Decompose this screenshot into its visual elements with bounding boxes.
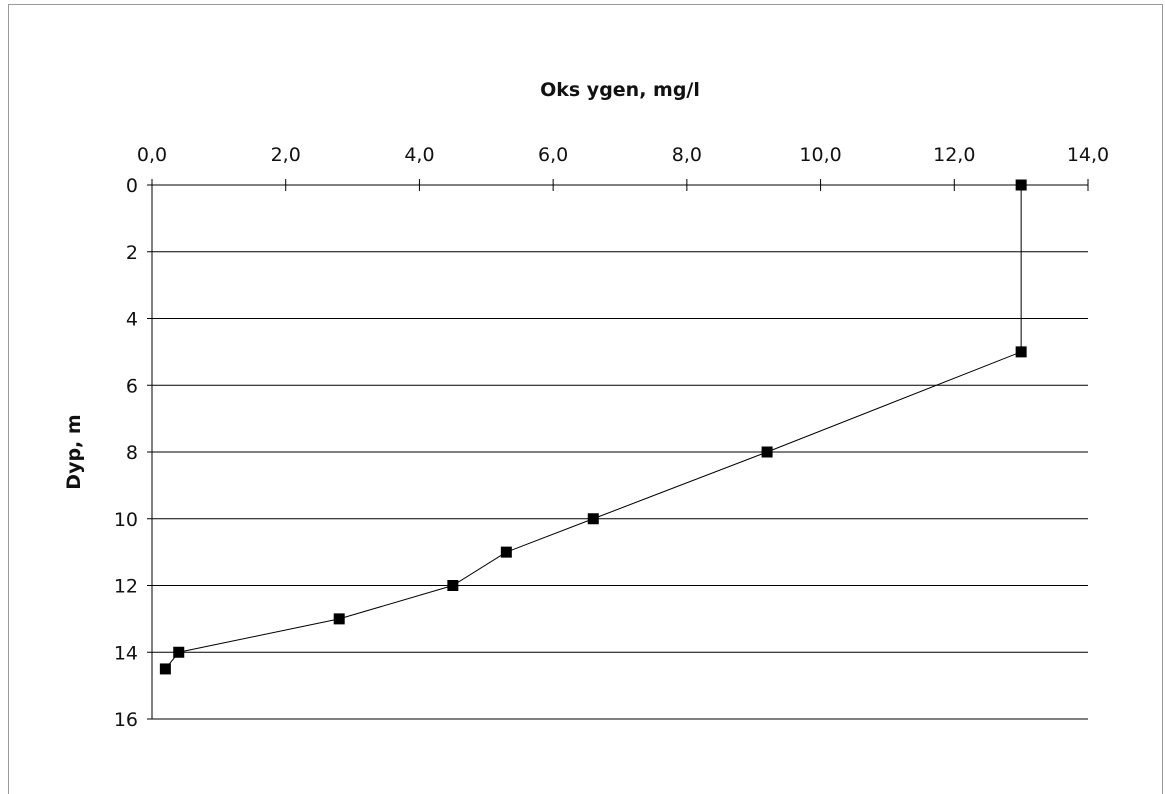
series [159,179,1027,675]
y-tick-label: 14 [114,642,138,664]
data-point [587,513,599,525]
y-tick-label: 10 [114,509,138,531]
x-tick-label: 2,0 [271,144,301,166]
y-tick-label: 8 [126,442,138,464]
y-tick-label: 6 [126,375,138,397]
x-tick-label: 14,0 [1067,144,1109,166]
data-point [159,663,171,675]
data-point [500,546,512,558]
data-point [761,446,773,458]
series-line [164,185,1022,670]
data-point [1015,179,1027,191]
data-point [173,646,185,658]
x-tick-label: 10,0 [799,144,841,166]
y-tick-label: 16 [114,709,138,731]
x-tick-label: 6,0 [538,144,568,166]
x-tick-label: 12,0 [933,144,975,166]
axes: 0 2 4 6 8 10 12 14 16 0,0 2,0 4,0 6,0 8,0 10,0 12,0 14,0 [114,144,1109,731]
x-tick-label: 8,0 [672,144,702,166]
gridlines [152,251,1088,720]
x-axis-title: Oks ygen, mg/l [540,79,700,101]
y-axis-title: Dyp, m [63,414,85,489]
x-tick-label: 4,0 [404,144,434,166]
chart-frame [8,4,1163,794]
y-tick-label: 12 [114,576,138,598]
y-tick-label: 4 [126,309,138,331]
y-tick-label: 2 [126,242,138,264]
data-point [447,580,459,591]
y-tick-label: 0 [126,175,138,197]
x-tick-label: 0,0 [137,144,167,166]
data-point [333,613,345,625]
data-point [1015,346,1027,358]
